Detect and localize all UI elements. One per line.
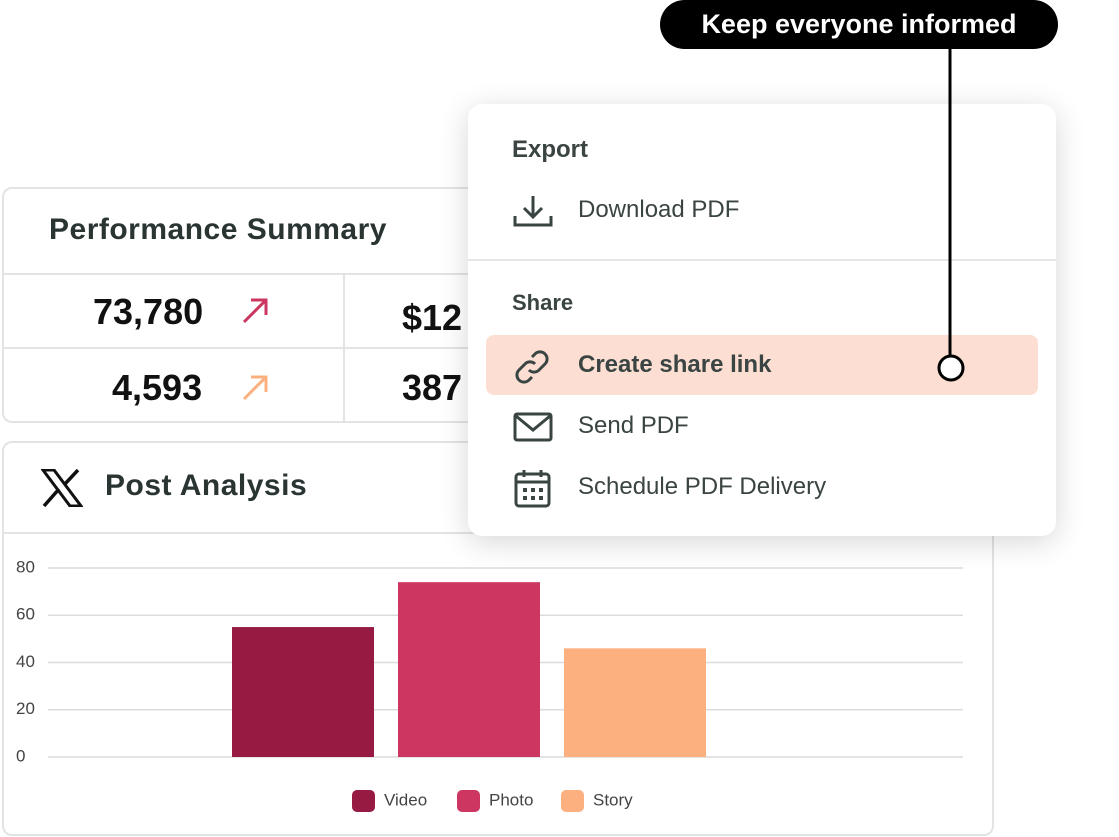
y-tick-label: 60 (16, 605, 35, 624)
legend-swatch (561, 790, 584, 812)
legend-swatch (457, 790, 480, 812)
metric-value: 73,780 (93, 291, 204, 332)
trend-arrow (242, 375, 268, 401)
bar (232, 627, 374, 757)
calendar-icon (514, 470, 551, 508)
export-menu: Export Download PDF Share Create share l… (468, 104, 1056, 536)
metric-value: $12 (402, 297, 463, 338)
menu-item[interactable]: Download PDF (578, 196, 740, 223)
y-tick-label: 80 (16, 557, 35, 576)
menu-item[interactable]: Create share link (578, 351, 772, 378)
menu-heading: Export (512, 136, 589, 163)
y-tick-label: 40 (16, 652, 35, 671)
y-tick-label: 20 (16, 699, 35, 718)
summary-title: Performance Summary (49, 213, 387, 246)
download-icon (513, 196, 553, 227)
x-logo (41, 469, 83, 507)
divider (468, 259, 1056, 261)
legend-label: Video (384, 790, 427, 809)
divider (343, 275, 345, 421)
bar (564, 648, 706, 757)
mail-icon (513, 412, 553, 442)
chart-title: Post Analysis (105, 469, 308, 502)
legend-swatch (352, 790, 375, 812)
legend-label: Photo (489, 790, 533, 809)
callout-pointer (937, 45, 965, 382)
trend-arrow (242, 298, 268, 324)
menu-item[interactable]: Send PDF (578, 412, 689, 439)
y-tick-label: 0 (16, 746, 25, 765)
callout: Keep everyone informed (660, 0, 1058, 49)
bar (398, 582, 540, 757)
link-icon (515, 350, 549, 384)
metric-value: 387 (402, 367, 463, 408)
menu-heading: Share (512, 290, 574, 315)
legend-label: Story (593, 790, 633, 809)
menu-item[interactable]: Schedule PDF Delivery (578, 473, 827, 500)
metric-value: 4,593 (112, 367, 203, 408)
